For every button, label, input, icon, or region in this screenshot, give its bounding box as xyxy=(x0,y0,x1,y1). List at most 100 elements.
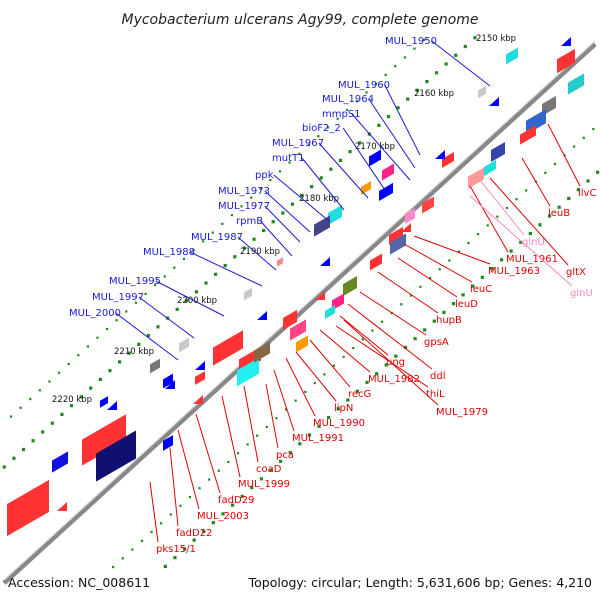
gc-dot xyxy=(374,82,378,85)
gc-dot xyxy=(294,399,297,402)
gc-dot xyxy=(211,231,214,234)
strand-arrow xyxy=(195,361,205,370)
gc-dot xyxy=(150,530,153,534)
gc-dot xyxy=(355,389,360,393)
gc-dot xyxy=(134,301,138,304)
gc-dot xyxy=(329,167,333,171)
gc-dot xyxy=(573,145,576,148)
gene-label: ppk xyxy=(255,170,274,181)
gc-dot xyxy=(213,272,218,276)
gc-dot xyxy=(230,213,234,217)
gc-dot xyxy=(461,293,465,297)
gc-dot xyxy=(365,91,368,94)
label-connector xyxy=(273,174,331,223)
gc-dot xyxy=(298,442,302,446)
strand-arrow xyxy=(315,291,325,300)
gc-dot xyxy=(223,263,227,268)
gc-dot xyxy=(188,495,192,499)
label-connector xyxy=(384,84,421,156)
gc-dot xyxy=(586,179,590,183)
tick-label: 2200 kbp xyxy=(177,296,217,306)
gc-dot xyxy=(375,372,379,376)
gene-label: MUL_1977 xyxy=(218,201,270,212)
gene-block xyxy=(314,215,330,237)
gc-dot xyxy=(371,329,374,332)
gc-dot xyxy=(125,310,128,313)
gc-dot xyxy=(60,412,64,417)
strand-arrow xyxy=(320,257,330,266)
gene-label: MUL_1991 xyxy=(292,433,344,444)
gene-block xyxy=(325,305,335,319)
label-connector xyxy=(397,257,458,298)
gc-dot xyxy=(121,557,124,560)
gc-dot xyxy=(146,333,150,338)
gc-dot xyxy=(179,504,182,507)
gc-dot xyxy=(252,237,256,241)
gc-dot xyxy=(288,450,292,455)
gc-dot xyxy=(365,380,369,385)
gene-block xyxy=(379,182,393,201)
gc-dot xyxy=(473,36,477,40)
gc-dot xyxy=(240,494,244,498)
gc-dot xyxy=(89,386,93,390)
gene-label: MUL_1982 xyxy=(368,374,420,385)
gene-block xyxy=(405,208,415,224)
gc-dot xyxy=(394,354,398,358)
gc-dot xyxy=(386,114,391,119)
gc-dot xyxy=(2,465,6,469)
gc-dot xyxy=(185,298,189,303)
gc-dot xyxy=(48,380,51,383)
label-connector xyxy=(149,481,159,543)
gc-dot xyxy=(442,310,446,314)
gc-dot xyxy=(409,294,412,297)
gene-label: MUL_1999 xyxy=(238,479,290,490)
gc-dot xyxy=(438,268,441,271)
label-connector xyxy=(301,157,345,211)
gc-dot xyxy=(313,382,316,385)
gc-dot xyxy=(131,548,134,551)
gc-dot xyxy=(77,354,80,357)
gene-block xyxy=(478,85,486,99)
gene-label: lipN xyxy=(334,403,353,414)
gc-dot xyxy=(217,469,220,472)
gc-content-track xyxy=(2,36,600,569)
gene-block xyxy=(506,47,518,65)
gc-dot xyxy=(582,136,585,139)
genome-backbone xyxy=(2,42,597,585)
gc-dot xyxy=(194,290,198,294)
gc-dot xyxy=(595,170,600,174)
gc-dot xyxy=(352,346,355,350)
gc-dot xyxy=(117,360,122,364)
gene-block xyxy=(484,160,496,176)
gc-dot xyxy=(160,522,163,525)
label-connector xyxy=(377,271,439,314)
gene-label: MUL_1995 xyxy=(109,276,161,287)
gc-dot xyxy=(403,56,406,59)
gc-dot xyxy=(259,477,263,481)
gc-dot xyxy=(240,205,243,208)
gc-dot xyxy=(346,108,349,112)
label-connector xyxy=(309,339,351,388)
label-connector xyxy=(138,296,195,339)
gc-dot xyxy=(108,369,112,373)
gc-dot xyxy=(250,485,254,490)
label-connector xyxy=(342,127,386,191)
gc-dot xyxy=(262,228,266,233)
gc-dot xyxy=(384,73,387,77)
label-connector xyxy=(368,98,416,169)
gene-label: mmpS1 xyxy=(322,109,361,120)
label-connector xyxy=(155,280,225,317)
gc-dot xyxy=(288,161,291,164)
gene-label: MUL_1950 xyxy=(385,36,437,47)
gc-dot xyxy=(163,275,166,278)
gc-dot xyxy=(79,395,83,399)
gc-dot xyxy=(525,189,528,192)
gc-dot xyxy=(467,241,470,245)
gc-dot xyxy=(144,292,147,296)
gc-dot xyxy=(454,53,458,57)
gc-dot xyxy=(173,266,176,269)
gc-dot xyxy=(422,38,426,41)
gc-dot xyxy=(256,434,259,437)
gc-dot xyxy=(307,143,310,147)
label-connector xyxy=(295,351,337,402)
